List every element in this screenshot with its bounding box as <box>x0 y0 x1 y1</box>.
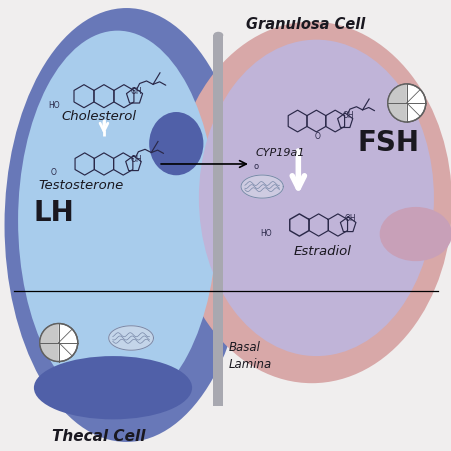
Text: OH: OH <box>342 111 354 120</box>
Text: Estradiol: Estradiol <box>293 245 351 258</box>
Text: OH: OH <box>130 155 142 164</box>
Text: HO: HO <box>260 229 272 238</box>
Polygon shape <box>109 326 153 350</box>
Text: O: O <box>313 132 319 141</box>
Text: Granulosa Cell: Granulosa Cell <box>246 17 365 32</box>
Text: CYP19a1: CYP19a1 <box>255 147 304 157</box>
Circle shape <box>387 85 425 123</box>
Wedge shape <box>40 324 59 362</box>
Ellipse shape <box>5 9 248 442</box>
Ellipse shape <box>198 41 433 356</box>
Text: o: o <box>253 162 258 170</box>
Text: OH: OH <box>344 214 356 223</box>
Ellipse shape <box>34 356 192 419</box>
Text: OH: OH <box>131 87 143 95</box>
Text: Basal
Lamina: Basal Lamina <box>228 341 271 371</box>
Ellipse shape <box>149 113 203 176</box>
Ellipse shape <box>18 32 216 410</box>
Text: FSH: FSH <box>356 129 418 157</box>
Ellipse shape <box>213 33 223 40</box>
Ellipse shape <box>379 207 451 262</box>
Text: Thecal Cell: Thecal Cell <box>52 428 145 443</box>
Text: Cholesterol: Cholesterol <box>61 110 136 123</box>
Text: LH: LH <box>34 199 74 227</box>
Polygon shape <box>240 176 283 198</box>
Circle shape <box>40 324 78 362</box>
Text: O: O <box>51 168 56 177</box>
Bar <box>213 36 223 406</box>
Wedge shape <box>387 85 406 123</box>
Ellipse shape <box>171 23 451 383</box>
Text: Testosterone: Testosterone <box>38 179 124 192</box>
Text: HO: HO <box>49 101 60 110</box>
